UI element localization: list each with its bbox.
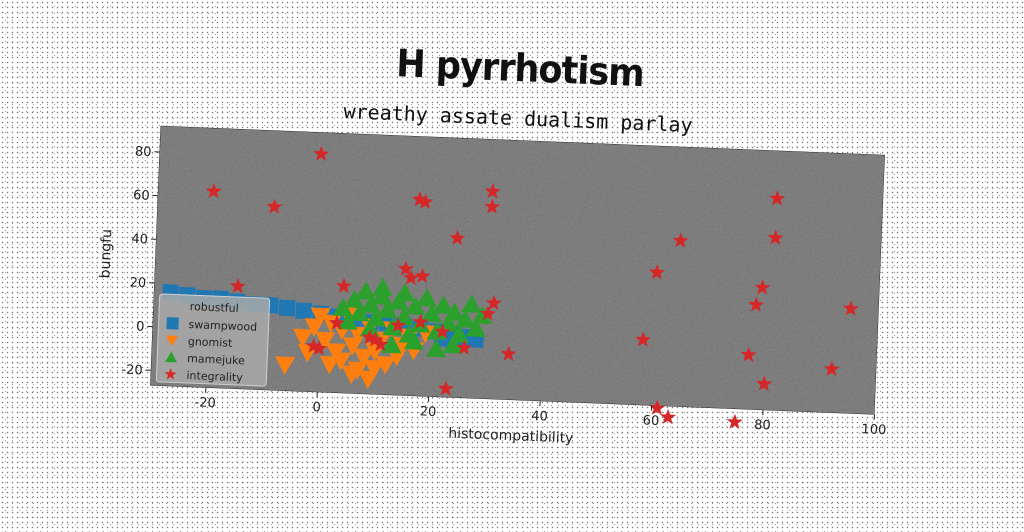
x-tick-label: 40: [531, 409, 548, 425]
x-tick-label: 20: [420, 404, 437, 420]
legend-label-swampwood: swampwood: [188, 318, 257, 334]
x-tick-label: 60: [642, 413, 659, 429]
y-tick-label: 20: [129, 275, 146, 291]
x-tick-label: -20: [194, 395, 216, 411]
y-tick-label: 60: [133, 188, 150, 204]
y-tick-label: 80: [135, 144, 152, 160]
legend-label-mamejuke: mamejuke: [187, 352, 245, 367]
x-tick-label: 0: [312, 400, 321, 415]
legend-marker-swampwood: [166, 317, 178, 329]
y-tick-label: 0: [136, 319, 145, 334]
integrality-point: [660, 409, 676, 425]
y-tick-label: -20: [121, 363, 143, 379]
y-axis-label: bungfu: [97, 229, 115, 279]
x-tick-label: 100: [861, 422, 886, 438]
legend-label-integrality: integrality: [186, 369, 243, 384]
swampwood-point: [279, 300, 296, 317]
integrality-point: [726, 413, 743, 429]
y-tick-label: 40: [131, 232, 148, 248]
legend-title: robustful: [190, 300, 239, 315]
x-axis-label: histocompatibility: [448, 426, 574, 447]
swampwood-point: [295, 303, 312, 320]
x-tick-label: 80: [754, 418, 771, 434]
legend-label-gnomist: gnomist: [188, 335, 234, 350]
